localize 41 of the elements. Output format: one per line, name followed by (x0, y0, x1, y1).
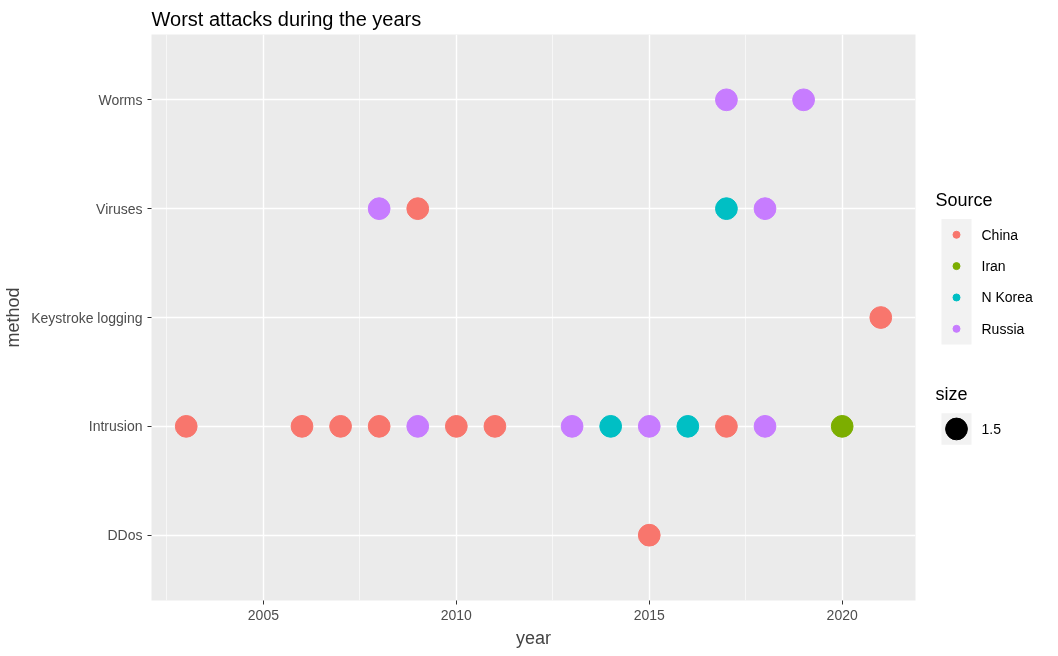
point (676, 414, 700, 438)
legend-label: 1.5 (981, 420, 1002, 437)
y-tick-label: Intrusion (88, 418, 143, 435)
y-tick-label: Viruses (96, 200, 143, 217)
x-tick-label: 2015 (633, 606, 666, 623)
y-tick-label: Keystroke logging (31, 309, 143, 326)
point (599, 414, 623, 438)
legend-title: Source (935, 189, 993, 210)
point (869, 306, 893, 329)
point (830, 414, 854, 438)
y-axis-title: method (3, 287, 24, 348)
text: size (935, 384, 968, 405)
point (792, 88, 815, 112)
point (637, 523, 661, 547)
legend-label: China (981, 226, 1019, 243)
point (637, 414, 661, 438)
x-axis-title: year (515, 627, 552, 648)
point (174, 414, 198, 438)
point (715, 197, 738, 221)
point (290, 414, 314, 438)
point (444, 414, 468, 438)
point (483, 414, 507, 438)
point (367, 414, 391, 438)
legend-label: Russia (981, 320, 1025, 337)
point (367, 197, 391, 221)
chart-title: Worst attacks during the years (151, 7, 422, 30)
x-tick-label: 2020 (826, 606, 858, 623)
point (406, 414, 430, 438)
y-tick-label: Worms (98, 91, 143, 108)
legend-label: Iran (981, 258, 1006, 275)
point (715, 88, 738, 112)
point (329, 414, 352, 438)
point (406, 197, 430, 221)
legend-label: N Korea (981, 289, 1034, 306)
point (753, 197, 777, 221)
point (560, 414, 584, 438)
point (753, 414, 777, 438)
x-tick-label: 2010 (440, 606, 473, 623)
x-tick-label: 2005 (247, 606, 280, 623)
y-tick-label: DDos (107, 527, 143, 544)
point (715, 414, 738, 438)
